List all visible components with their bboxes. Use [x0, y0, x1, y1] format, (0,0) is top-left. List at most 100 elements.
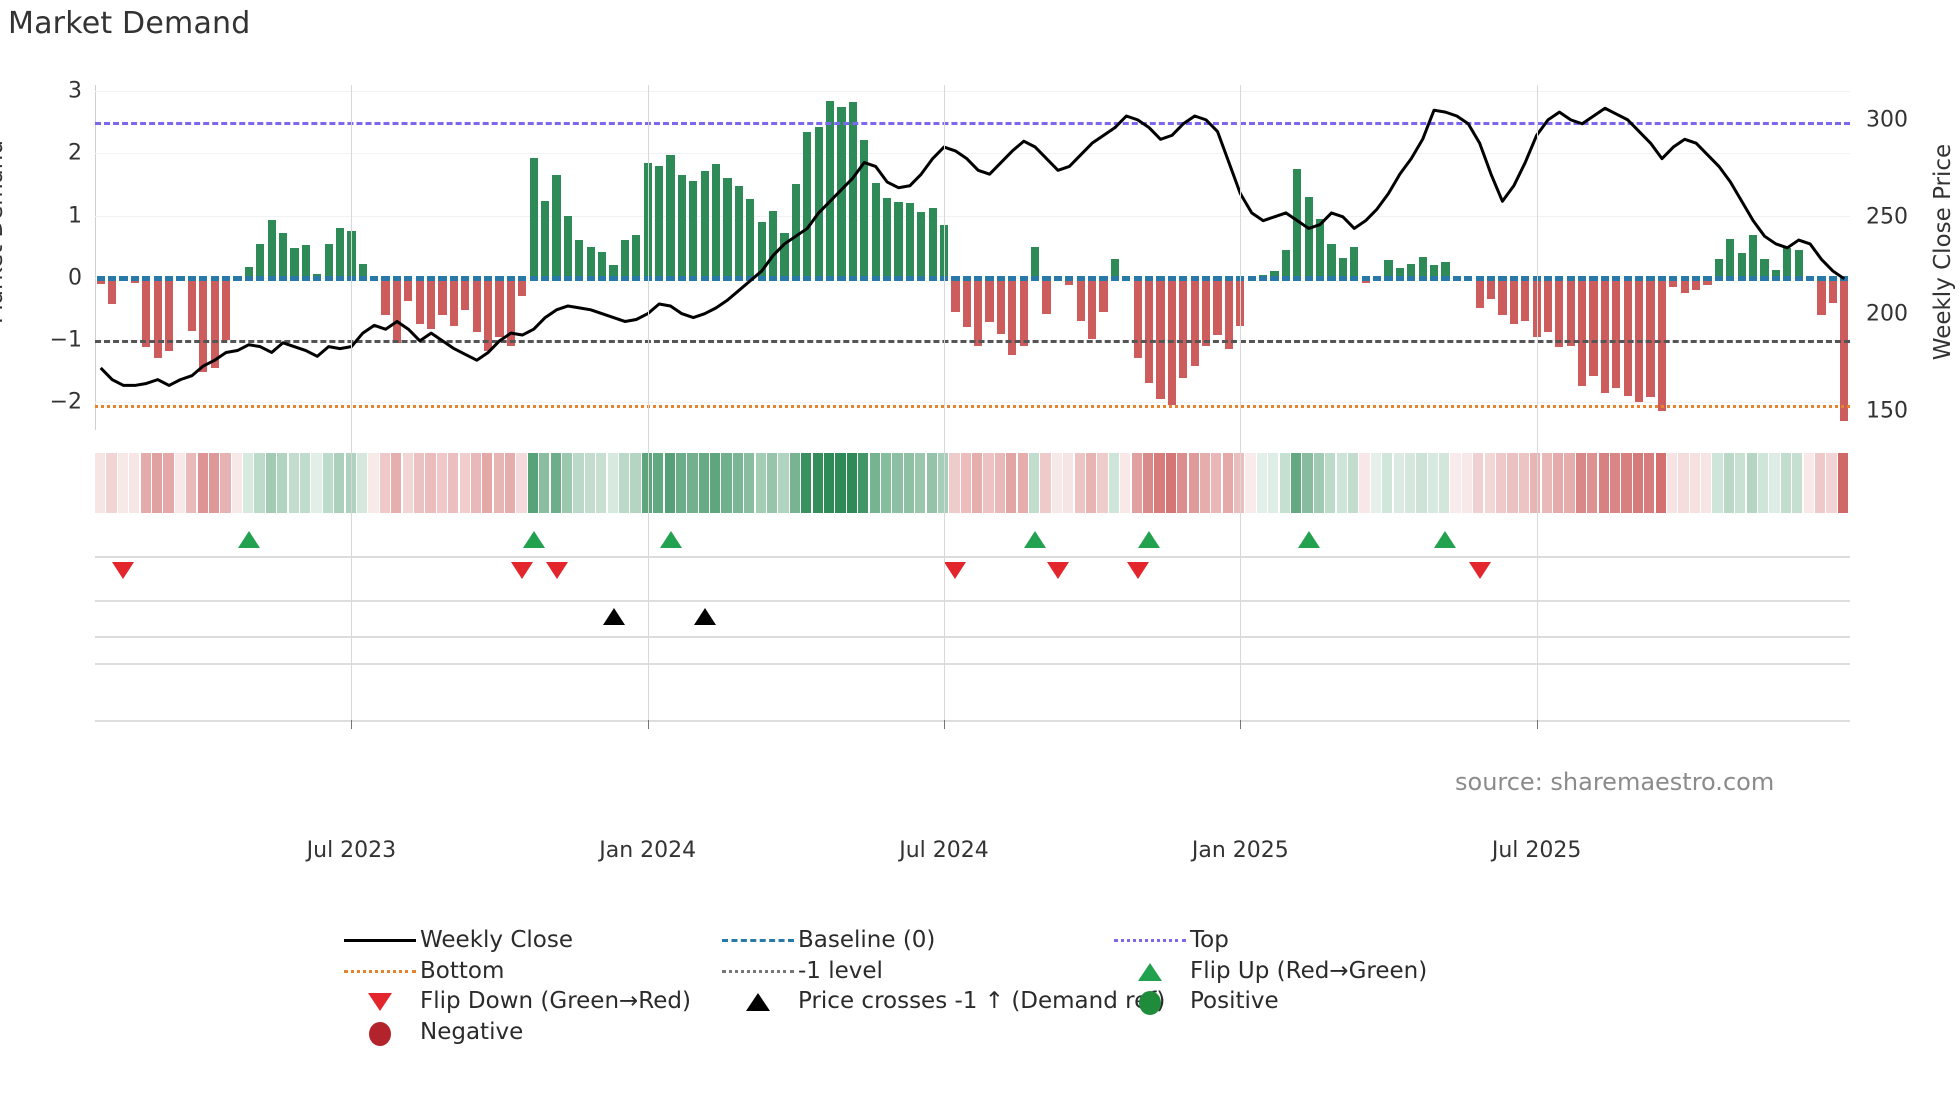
heat-cell	[641, 453, 652, 513]
demand-bar	[1578, 277, 1587, 387]
demand-bar	[415, 277, 424, 324]
baseline-cap	[541, 275, 550, 281]
x-gridline	[1240, 85, 1242, 720]
baseline-cap	[1429, 275, 1439, 281]
legend-item[interactable]: Flip Up (Red→Green)	[1110, 956, 1427, 986]
demand-bar	[1498, 277, 1507, 315]
baseline-cap	[700, 275, 709, 281]
top-reference-line	[95, 122, 1850, 126]
baseline-cap	[1703, 275, 1712, 281]
demand-bar	[1441, 261, 1450, 278]
heat-cell	[1268, 453, 1279, 513]
baseline-cap	[256, 275, 265, 281]
baseline-cap	[825, 275, 835, 281]
heat-cell	[1530, 453, 1541, 513]
heat-cell	[95, 453, 106, 513]
demand-bar	[1407, 264, 1416, 278]
demand-bar	[746, 198, 755, 278]
baseline-cap	[96, 275, 105, 281]
baseline-cap	[586, 275, 595, 281]
legend-label: Bottom	[420, 957, 505, 984]
baseline-cap	[962, 275, 971, 281]
heat-cell	[334, 453, 345, 513]
heat-cell	[1222, 453, 1233, 513]
demand-bar	[917, 212, 926, 278]
baseline-cap	[107, 275, 117, 281]
baseline-cap	[1042, 275, 1051, 281]
demand-bar	[666, 154, 675, 278]
baseline-cap	[1806, 275, 1815, 281]
demand-bar	[1726, 239, 1735, 278]
demand-bar	[1657, 277, 1667, 412]
baseline-cap	[1475, 275, 1484, 281]
heat-cell	[493, 453, 504, 513]
demand-heat-strip	[95, 453, 1850, 513]
heat-cell	[1370, 453, 1381, 513]
demand-bar	[1543, 277, 1553, 333]
legend-item[interactable]: Top	[1110, 925, 1229, 955]
heat-cell	[1678, 453, 1689, 513]
demand-bar	[1088, 277, 1097, 339]
gridline	[95, 91, 1850, 93]
legend-item[interactable]: Positive	[1110, 986, 1279, 1016]
legend-item[interactable]: Price crosses -1 ↑ (Demand ref)	[718, 986, 1165, 1016]
demand-bar	[96, 277, 105, 284]
flip-up-marker-icon	[1024, 531, 1047, 548]
x-tick-label: Jul 2024	[899, 838, 989, 863]
y-tick-label-left: −2	[49, 389, 82, 415]
demand-bar	[484, 277, 493, 352]
baseline-cap	[278, 275, 288, 281]
demand-bar	[1612, 277, 1621, 389]
baseline-cap	[1464, 275, 1473, 281]
flip-up-marker-icon	[522, 531, 545, 548]
demand-bar	[153, 277, 162, 359]
bottom-dotted-icon	[344, 969, 416, 973]
baseline-cap	[734, 275, 743, 281]
heat-cell	[1211, 453, 1222, 513]
legend-label: Negative	[420, 1018, 524, 1045]
baseline-cap	[1635, 275, 1644, 281]
demand-bar	[472, 277, 481, 333]
baseline-cap	[1521, 275, 1530, 281]
legend-item[interactable]: Flip Down (Green→Red)	[340, 986, 691, 1016]
heat-cell	[231, 453, 242, 513]
baseline-cap	[1088, 275, 1097, 281]
demand-bar	[324, 243, 333, 278]
demand-bar	[1327, 243, 1336, 278]
demand-bar	[734, 186, 743, 278]
flip-up-marker-icon	[1138, 531, 1161, 548]
demand-bar	[1429, 265, 1439, 278]
baseline-cap	[1224, 275, 1233, 281]
baseline-cap	[233, 275, 242, 281]
baseline-cap	[1600, 275, 1610, 281]
legend-label: -1 level	[798, 957, 883, 984]
heat-cell	[1701, 453, 1712, 513]
heat-cell	[1085, 453, 1097, 513]
demand-bar	[1828, 277, 1837, 303]
baseline-cap	[1258, 275, 1268, 281]
heat-cell	[1188, 453, 1199, 513]
demand-bar	[803, 132, 812, 278]
legend-item[interactable]: Negative	[340, 1017, 523, 1047]
baseline-cap	[1315, 275, 1325, 281]
heat-cell	[926, 453, 937, 513]
demand-bar	[1692, 277, 1701, 291]
heat-cell	[1427, 453, 1438, 513]
lower-gridline	[95, 663, 1850, 665]
demand-bar	[586, 246, 595, 278]
demand-bar	[1646, 277, 1655, 398]
baseline-cap	[598, 275, 607, 281]
legend-item[interactable]: Weekly Close	[340, 925, 573, 955]
demand-bar	[609, 265, 618, 278]
baseline-cap	[1692, 275, 1701, 281]
heat-cell	[356, 453, 368, 513]
baseline-cap	[1737, 275, 1746, 281]
demand-bar	[1418, 256, 1427, 278]
heat-cell	[903, 453, 914, 513]
demand-bar	[256, 243, 265, 278]
legend-item[interactable]: -1 level	[718, 956, 883, 986]
y-axis-spine	[95, 85, 96, 430]
legend-item[interactable]: Bottom	[340, 956, 504, 986]
legend-item[interactable]: Baseline (0)	[718, 925, 935, 955]
heat-cell	[1792, 453, 1803, 513]
